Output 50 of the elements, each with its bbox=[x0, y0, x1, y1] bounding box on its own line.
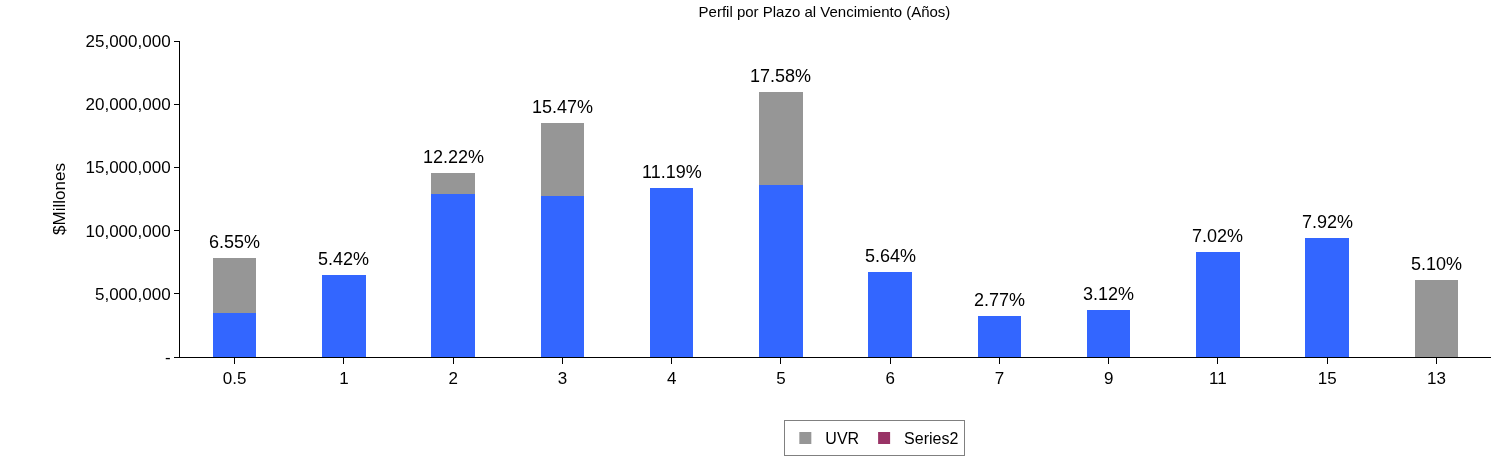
legend-label: UVR bbox=[825, 430, 860, 448]
annotation: 5.64% bbox=[865, 246, 917, 266]
x-tick-label: 0.5 bbox=[222, 369, 247, 389]
annotation: 7.02% bbox=[1192, 226, 1244, 246]
x-tick-label: 7 bbox=[994, 369, 1005, 389]
x-tick-label: 6 bbox=[885, 369, 895, 389]
bar bbox=[212, 313, 257, 357]
y-axis-title: $Millones bbox=[50, 163, 70, 235]
x-tick-label: 11 bbox=[1209, 369, 1227, 389]
annotation: 6.55% bbox=[209, 232, 261, 252]
bar bbox=[759, 91, 803, 185]
annotation: 11.19% bbox=[642, 162, 702, 182]
annotation: 5.10% bbox=[1411, 254, 1463, 274]
bar bbox=[759, 184, 803, 357]
x-tick-label: 15 bbox=[1317, 369, 1337, 389]
y-tick-label: 10,000,000 bbox=[85, 221, 171, 241]
y-tick-label: 15,000,000 bbox=[85, 158, 171, 178]
y-tick-label: 20,000,000 bbox=[85, 95, 171, 115]
bar bbox=[212, 258, 257, 314]
x-tick-label: 13 bbox=[1426, 369, 1446, 389]
annotation: 7.92% bbox=[1302, 212, 1354, 232]
annotation: 17.58% bbox=[750, 66, 812, 86]
bar bbox=[540, 123, 585, 197]
x-tick-label: 3 bbox=[557, 369, 568, 389]
bar bbox=[322, 275, 366, 357]
bar bbox=[649, 188, 694, 357]
bar bbox=[540, 196, 585, 357]
bar bbox=[977, 315, 1022, 357]
bar bbox=[1414, 280, 1459, 357]
bar bbox=[1086, 310, 1131, 357]
bar bbox=[431, 193, 475, 357]
legend-label: Series2 bbox=[904, 430, 959, 448]
bar bbox=[1305, 238, 1349, 357]
x-tick-label: 5 bbox=[776, 369, 786, 389]
y-tick-label: - bbox=[164, 347, 171, 367]
x-tick-label: 4 bbox=[666, 369, 677, 389]
annotation: 15.47% bbox=[532, 97, 594, 117]
y-tick-label: 5,000,000 bbox=[94, 284, 171, 304]
x-tick-label: 1 bbox=[339, 369, 349, 389]
annotation: 2.77% bbox=[974, 290, 1026, 310]
x-tick-label: 2 bbox=[448, 369, 458, 389]
x-tick-label: 9 bbox=[1103, 369, 1114, 389]
y-tick-label: 25,000,000 bbox=[85, 31, 171, 51]
annotation: 5.42% bbox=[318, 249, 370, 269]
bar bbox=[868, 272, 912, 357]
annotation: 12.22% bbox=[423, 147, 485, 167]
annotation: 3.12% bbox=[1083, 284, 1135, 304]
chart-title: Perfil por Plazo al Vencimiento (Años) bbox=[698, 3, 951, 21]
bar bbox=[1196, 251, 1240, 357]
bar bbox=[431, 172, 475, 194]
